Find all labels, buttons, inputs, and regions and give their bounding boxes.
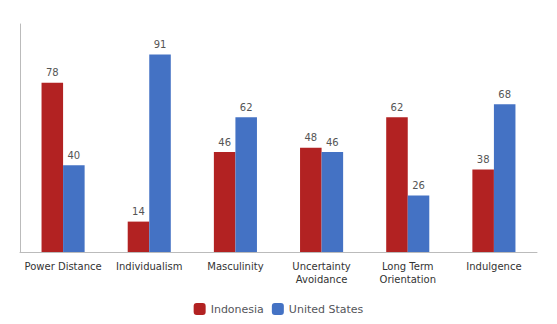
svg-text:40: 40 <box>67 150 80 161</box>
svg-text:62: 62 <box>391 102 404 113</box>
svg-text:78: 78 <box>46 67 59 78</box>
svg-text:Long Term: Long Term <box>382 261 434 272</box>
svg-text:Power Distance: Power Distance <box>25 261 102 272</box>
svg-text:26: 26 <box>412 180 425 191</box>
svg-text:38: 38 <box>477 154 490 165</box>
svg-text:Indonesia: Indonesia <box>211 303 264 316</box>
svg-text:14: 14 <box>132 206 145 217</box>
svg-text:62: 62 <box>240 102 253 113</box>
svg-text:Avoidance: Avoidance <box>296 274 348 285</box>
svg-text:Orientation: Orientation <box>380 274 436 285</box>
svg-text:Uncertainty: Uncertainty <box>292 261 351 272</box>
svg-text:68: 68 <box>498 89 511 100</box>
svg-text:91: 91 <box>154 39 167 50</box>
svg-text:48: 48 <box>304 132 317 143</box>
svg-text:Masculinity: Masculinity <box>207 261 263 272</box>
svg-text:46: 46 <box>218 137 231 148</box>
svg-text:Individualism: Individualism <box>116 261 182 272</box>
svg-text:46: 46 <box>326 137 339 148</box>
svg-text:United States: United States <box>289 303 364 316</box>
svg-text:Indulgence: Indulgence <box>466 261 521 272</box>
